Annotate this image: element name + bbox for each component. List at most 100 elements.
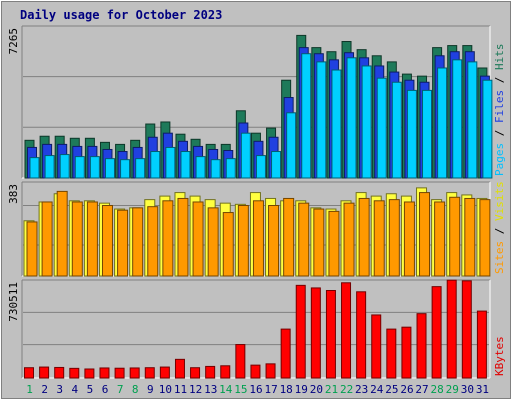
bar-sites-day-22 bbox=[343, 202, 355, 277]
x-tick-27: 27 bbox=[415, 383, 428, 396]
bar-sites-day-18 bbox=[283, 197, 295, 277]
bar-sites-day-26 bbox=[403, 201, 415, 277]
bar-sites-day-19 bbox=[298, 202, 310, 277]
bar-kbytes-day-23 bbox=[356, 291, 367, 379]
bar-pages-day-12 bbox=[195, 156, 206, 179]
bar-pages-day-6 bbox=[104, 158, 115, 179]
bar-kbytes-day-6 bbox=[99, 367, 110, 379]
bar-pages-day-29 bbox=[452, 59, 463, 179]
bar-kbytes-day-31 bbox=[476, 310, 487, 379]
bar-sites-day-14 bbox=[222, 212, 234, 277]
bar-pages-day-24 bbox=[376, 77, 387, 179]
legend-visits: Visits bbox=[493, 181, 506, 221]
x-tick-10: 10 bbox=[159, 383, 172, 396]
bar-pages-day-8 bbox=[135, 158, 146, 179]
bar-kbytes-day-9 bbox=[144, 367, 155, 379]
bar-kbytes-day-3 bbox=[54, 366, 65, 379]
bar-sites-day-30 bbox=[464, 197, 476, 277]
bar-sites-day-23 bbox=[358, 197, 370, 277]
legend-sites: Sites bbox=[493, 241, 506, 274]
x-tick-18: 18 bbox=[280, 383, 293, 396]
bar-pages-day-9 bbox=[150, 151, 161, 179]
bar-pages-day-31 bbox=[482, 79, 493, 179]
bar-sites-day-20 bbox=[313, 208, 325, 277]
bar-sites-day-15 bbox=[237, 205, 249, 277]
bar-sites-day-10 bbox=[162, 200, 174, 277]
bar-sites-day-5 bbox=[86, 201, 98, 277]
bar-pages-day-27 bbox=[422, 89, 433, 179]
x-tick-5: 5 bbox=[87, 383, 94, 396]
legend-pages: Pages bbox=[493, 143, 506, 176]
bar-sites-day-25 bbox=[388, 199, 400, 277]
x-tick-26: 26 bbox=[400, 383, 413, 396]
bar-pages-day-22 bbox=[346, 57, 357, 179]
x-tick-13: 13 bbox=[204, 383, 217, 396]
bar-kbytes-day-27 bbox=[416, 313, 427, 379]
bar-sites-day-16 bbox=[252, 200, 264, 277]
bar-pages-day-5 bbox=[89, 156, 100, 179]
bar-sites-day-2 bbox=[41, 201, 53, 277]
bar-kbytes-day-30 bbox=[461, 280, 472, 379]
ymax-labels: 7265 383 730511 bbox=[7, 28, 20, 322]
bar-sites-day-27 bbox=[419, 192, 431, 277]
legend-visits-sites: Sites / Visits bbox=[493, 181, 506, 274]
x-tick-11: 11 bbox=[174, 383, 187, 396]
x-tick-9: 9 bbox=[147, 383, 154, 396]
bar-sites-day-3 bbox=[56, 190, 68, 277]
x-tick-6: 6 bbox=[102, 383, 109, 396]
legend-hits: Hits bbox=[493, 44, 506, 71]
bar-kbytes-day-21 bbox=[325, 290, 336, 379]
bar-pages-day-25 bbox=[391, 81, 402, 179]
bar-sites-day-29 bbox=[449, 196, 461, 277]
bar-pages-day-21 bbox=[331, 69, 342, 179]
bar-sites-day-1 bbox=[26, 221, 38, 277]
legends: Pages / Files / Hits Sites / Visits KBytes bbox=[493, 44, 506, 377]
bar-pages-day-15 bbox=[240, 132, 251, 179]
x-tick-3: 3 bbox=[56, 383, 63, 396]
bar-kbytes-day-25 bbox=[386, 328, 397, 379]
bar-kbytes-day-19 bbox=[295, 284, 306, 379]
x-tick-25: 25 bbox=[385, 383, 398, 396]
x-tick-labels: 1 2 3 4 5 6 7 8 9 10 11 12 13 14 15 16 17 18 19 20 21 22 23 24 2… bbox=[26, 383, 489, 396]
bar-pages-day-11 bbox=[180, 151, 191, 179]
bars bbox=[23, 34, 493, 379]
x-tick-31: 31 bbox=[476, 383, 489, 396]
bar-kbytes-day-12 bbox=[190, 367, 201, 379]
x-tick-12: 12 bbox=[189, 383, 202, 396]
bar-sites-day-12 bbox=[192, 201, 204, 277]
bar-kbytes-day-16 bbox=[250, 364, 261, 379]
bar-sites-day-21 bbox=[328, 210, 340, 277]
bar-kbytes-day-13 bbox=[205, 365, 216, 379]
bar-pages-day-2 bbox=[44, 155, 55, 179]
bar-pages-day-17 bbox=[271, 151, 282, 179]
bar-sites-day-8 bbox=[132, 207, 144, 277]
bar-kbytes-day-4 bbox=[69, 367, 80, 379]
x-tick-14: 14 bbox=[219, 383, 233, 396]
x-tick-24: 24 bbox=[370, 383, 384, 396]
bar-pages-day-16 bbox=[255, 155, 266, 179]
bar-sites-day-13 bbox=[207, 207, 219, 277]
bar-kbytes-day-5 bbox=[84, 368, 95, 379]
bar-kbytes-day-1 bbox=[24, 367, 34, 379]
bar-kbytes-day-11 bbox=[174, 358, 185, 379]
bar-kbytes-day-10 bbox=[159, 366, 170, 379]
panel-kbytes-bg bbox=[22, 280, 490, 378]
bar-kbytes-day-29 bbox=[446, 279, 457, 379]
bar-pages-day-7 bbox=[120, 159, 131, 179]
y-max-label: 383 bbox=[7, 184, 20, 204]
x-tick-17: 17 bbox=[264, 383, 277, 396]
bar-sites-day-24 bbox=[373, 200, 385, 277]
bar-pages-day-14 bbox=[225, 158, 236, 179]
bar-sites-day-9 bbox=[147, 206, 159, 277]
bar-kbytes-day-28 bbox=[431, 286, 442, 379]
bar-pages-day-1 bbox=[29, 157, 40, 179]
legend-hits-files-pages: Pages / Files / Hits bbox=[493, 44, 506, 177]
x-tick-8: 8 bbox=[132, 383, 139, 396]
x-tick-21: 21 bbox=[325, 383, 338, 396]
x-tick-23: 23 bbox=[355, 383, 368, 396]
bar-kbytes-day-14 bbox=[220, 365, 231, 379]
x-tick-7: 7 bbox=[117, 383, 124, 396]
bar-pages-day-23 bbox=[361, 65, 372, 179]
